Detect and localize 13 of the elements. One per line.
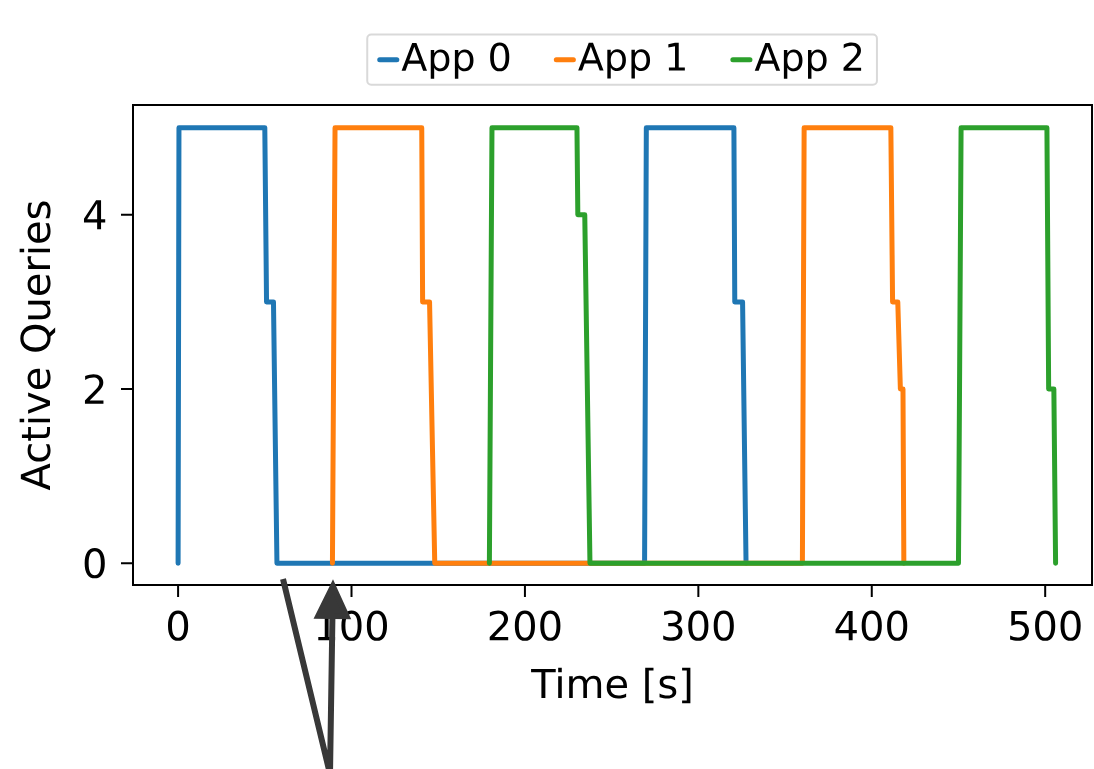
- x-tick-label: 0: [168, 610, 189, 641]
- x-tick-label: 400: [835, 610, 908, 641]
- x-tick-label: 300: [663, 610, 734, 641]
- legend-label: App 0: [401, 42, 510, 79]
- x-axis-title: Time [s]: [531, 667, 691, 704]
- y-tick-label: 4: [83, 200, 106, 230]
- legend-label: App 1: [578, 42, 685, 79]
- x-tick-label: 500: [1010, 610, 1081, 641]
- x-tick-label: 200: [489, 610, 561, 641]
- y-tick-label: 0: [84, 548, 105, 579]
- y-axis-title: Active Queries: [19, 201, 56, 491]
- y-tick-label: 2: [84, 374, 104, 404]
- legend-label: App 2: [754, 42, 862, 79]
